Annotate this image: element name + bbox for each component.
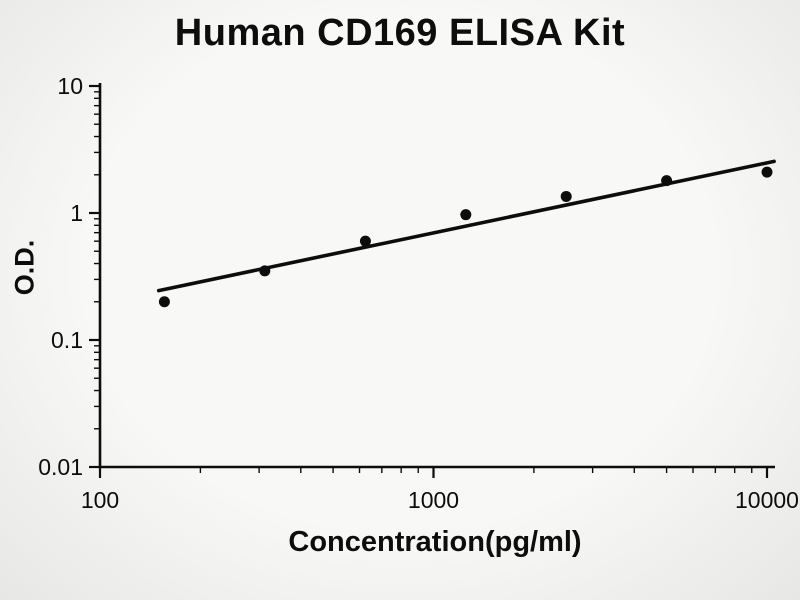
x-tick-label: 10000 xyxy=(735,487,799,513)
data-point xyxy=(259,265,271,277)
y-tick-label: 0.01 xyxy=(38,454,83,480)
chart-title: Human CD169 ELISA Kit xyxy=(174,12,626,54)
y-tick-label: 0.1 xyxy=(51,327,83,353)
y-tick-label: 10 xyxy=(57,73,83,99)
x-tick-label: 100 xyxy=(81,487,119,513)
data-point xyxy=(560,190,572,202)
trendline xyxy=(156,159,776,293)
data-point xyxy=(761,166,773,178)
data-point xyxy=(661,175,673,187)
data-point xyxy=(158,296,170,308)
data-point xyxy=(359,235,371,247)
y-tick-label: 1 xyxy=(70,200,83,226)
data-point xyxy=(460,209,472,221)
x-axis-label: Concentration(pg/ml) xyxy=(288,526,582,558)
x-tick-label: 1000 xyxy=(408,487,459,513)
